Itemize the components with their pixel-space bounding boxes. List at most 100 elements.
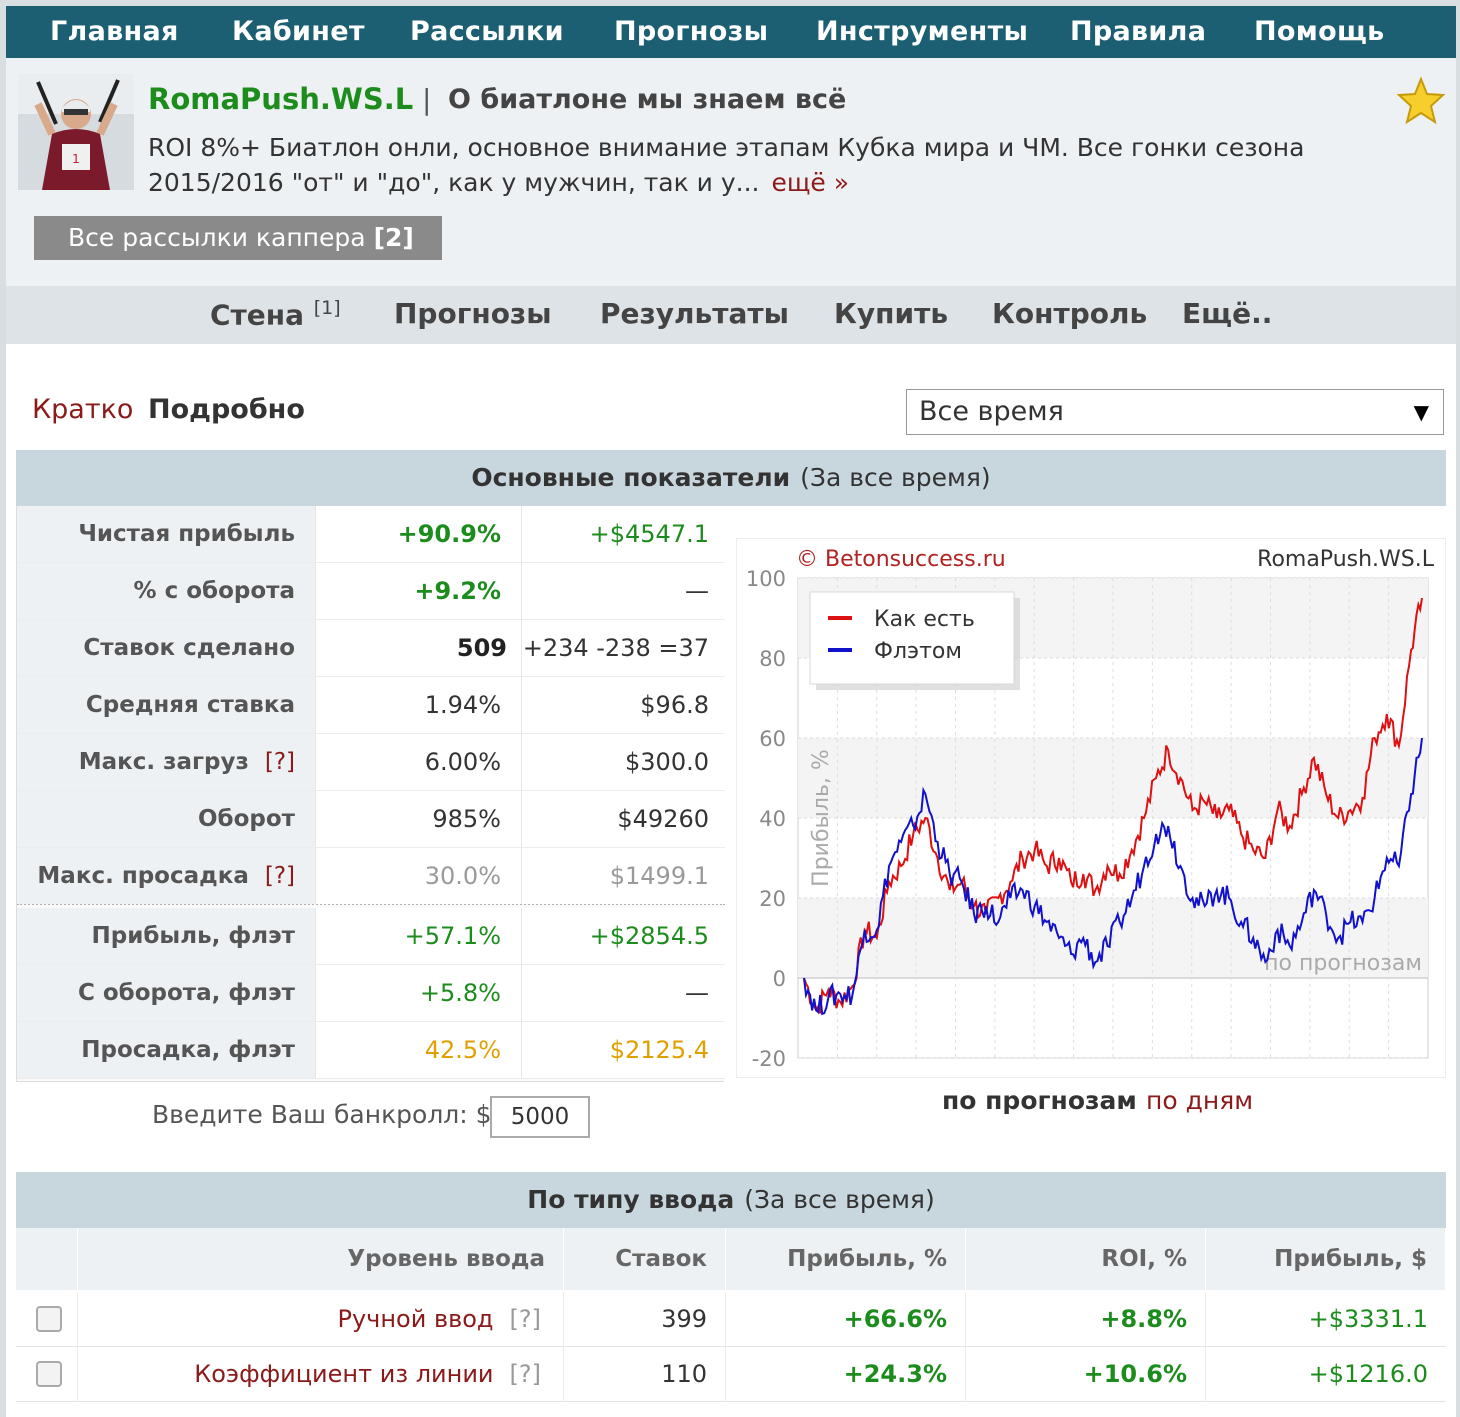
tab-wall-badge: [1] [313,297,341,319]
stat-value-pct: 6.00% [315,734,521,790]
entry-type-title: По типу ввода [527,1185,735,1214]
stat-label: Оборот [17,791,315,847]
chart-legend: Как есть Флэтом [809,591,1020,690]
stat-value-pct: +57.1% [315,908,521,964]
stat-value-usd: $96.8 [521,677,725,733]
stat-label: Просадка, флэт [17,1022,315,1078]
stat-value-usd: +$4547.1 [521,506,725,562]
all-subscriptions-count: [2] [373,223,414,252]
bankroll-input[interactable] [490,1096,590,1138]
legend-label-flat: Флэтом [874,639,962,664]
y-tick-label: 60 [759,727,786,751]
y-tick-label: 0 [773,967,786,991]
tab-control[interactable]: Контроль [992,297,1148,330]
y-tick-label: 20 [759,887,786,911]
stat-value-pct: 1.94% [315,677,521,733]
entry-level-name[interactable]: Ручной ввод [337,1305,494,1333]
table-row: Ручной ввод [?] 399 +66.6% +8.8% +$3331.1 [16,1292,1446,1347]
tab-wall[interactable]: Стена [1] [210,297,341,331]
help-link[interactable]: [?] [264,749,295,775]
all-subscriptions-button[interactable]: Все рассылки каппера [2] [34,216,442,260]
stat-value-pct: 985% [315,791,521,847]
avatar[interactable]: 1 [18,74,134,190]
stat-row-flat-drawdown: Просадка, флэт 42.5% $2125.4 [17,1022,725,1079]
help-link[interactable]: [?] [509,1360,541,1388]
period-select-value: Все время [919,396,1064,427]
favorite-star-icon[interactable] [1396,76,1446,126]
nav-item-cabinet[interactable]: Кабинет [232,16,365,47]
stat-label: % с оборота [17,563,315,619]
row-checkbox[interactable] [36,1306,62,1332]
stat-value-cell [521,620,725,676]
profit-usd-cell: +$1216.0 [1308,1360,1428,1388]
stat-row-bets-made: Ставок сделано 509 +234 -238 =37 [17,620,725,677]
roi-cell: +8.8% [966,1292,1206,1347]
checkbox-cell [16,1347,78,1402]
bets-breakdown: +234 -238 =37 [522,634,709,662]
view-short-link[interactable]: Кратко [32,394,134,425]
help-link[interactable]: [?] [509,1305,541,1333]
profit-usd-cell: +$3331.1 [1308,1305,1428,1333]
nav-item-home[interactable]: Главная [50,16,179,47]
stat-value-usd: — [521,563,725,619]
entry-type-subtitle: (За все время) [744,1185,935,1214]
page: Главная Кабинет Рассылки Прогнозы Инстру… [6,6,1456,1417]
tab-more[interactable]: Ещё.. [1182,297,1273,330]
y-tick-label: 100 [746,567,786,591]
profit-pct-cell: +66.6% [726,1292,966,1347]
entry-level-name[interactable]: Коэффициент из линии [194,1360,494,1388]
period-select[interactable]: Все время ▼ [906,389,1444,435]
nav-item-mailings[interactable]: Рассылки [410,16,564,47]
stat-value-usd: $300.0 [521,734,725,790]
tab-forecasts[interactable]: Прогнозы [394,297,552,330]
view-detailed-link[interactable]: Подробно [148,394,305,425]
nav-item-rules[interactable]: Правила [1070,16,1207,47]
bets-cell: 399 [564,1292,726,1347]
column-header-entry-level[interactable]: Уровень ввода [78,1228,564,1290]
tab-wall-label: Стена [210,298,305,332]
tab-buy[interactable]: Купить [834,297,949,330]
stat-value-usd: $1499.1 [521,848,725,904]
stat-value-pct: +5.8% [315,965,521,1021]
stat-row-average-bet: Средняя ставка 1.94% $96.8 [17,677,725,734]
tab-results[interactable]: Результаты [600,297,789,330]
all-subscriptions-label: Все рассылки каппера [68,223,366,252]
entry-level-cell: Ручной ввод [?] [78,1292,564,1347]
profit-pct-cell: +24.3% [726,1347,966,1402]
chart-y-axis-label: Прибыль, % [809,749,834,887]
chart-mode-days-link[interactable]: по дням [1146,1086,1254,1115]
stat-value-pct: +9.2% [315,563,521,619]
chart-watermark: © Betonsuccess.ru [796,547,1006,572]
stat-row-net-profit: Чистая прибыль +90.9% +$4547.1 [17,506,725,563]
stat-label-text: Макс. просадка [37,863,249,889]
top-navigation: Главная Кабинет Рассылки Прогнозы Инстру… [6,6,1456,58]
capper-separator: | [422,83,432,116]
checkbox-cell [16,1292,78,1347]
stat-label: Чистая прибыль [17,506,315,562]
chart-mode-forecasts-link[interactable]: по прогнозам [942,1086,1137,1115]
column-header-roi[interactable]: ROI, % [966,1228,1206,1290]
nav-item-tools[interactable]: Инструменты [816,16,1029,47]
column-header-bets[interactable]: Ставок [564,1228,726,1290]
table-row: Коэффициент из линии [?] 110 +24.3% +10.6… [16,1347,1446,1402]
y-tick-label: 80 [759,647,786,671]
profit-chart-svg: 100 80 60 40 20 0 -20 © Betonsuccess.ru RomaPu… [735,537,1447,1079]
row-checkbox[interactable] [36,1361,62,1387]
column-header-profit-usd[interactable]: Прибыль, $ [1206,1228,1446,1290]
more-link[interactable]: ещё » [771,168,850,197]
capper-header: 1 RomaPush.WS.L | О биатлоне мы знаем вс… [6,58,1456,286]
capper-name[interactable]: RomaPush.WS.L [148,82,414,116]
column-header-profit-pct[interactable]: Прибыль, % [726,1228,966,1290]
chart-x-axis-label: по прогнозам [1264,951,1422,976]
y-tick-label: 40 [759,807,786,831]
stat-row-flat-turnover: С оборота, флэт +5.8% — [17,965,725,1022]
stat-row-turnover: Оборот 985% $49260 [17,791,725,848]
profit-chart: 100 80 60 40 20 0 -20 © Betonsuccess.ru RomaPu… [735,537,1447,1079]
capper-description: ROI 8%+ Биатлон онли, основное внимание … [148,130,1308,200]
stat-value-usd: +$2854.5 [521,908,725,964]
stat-value-usd: $49260 [521,791,725,847]
help-link[interactable]: [?] [264,863,295,889]
nav-item-forecasts[interactable]: Прогнозы [614,16,769,47]
nav-item-help[interactable]: Помощь [1254,16,1385,47]
svg-text:1: 1 [72,152,80,166]
